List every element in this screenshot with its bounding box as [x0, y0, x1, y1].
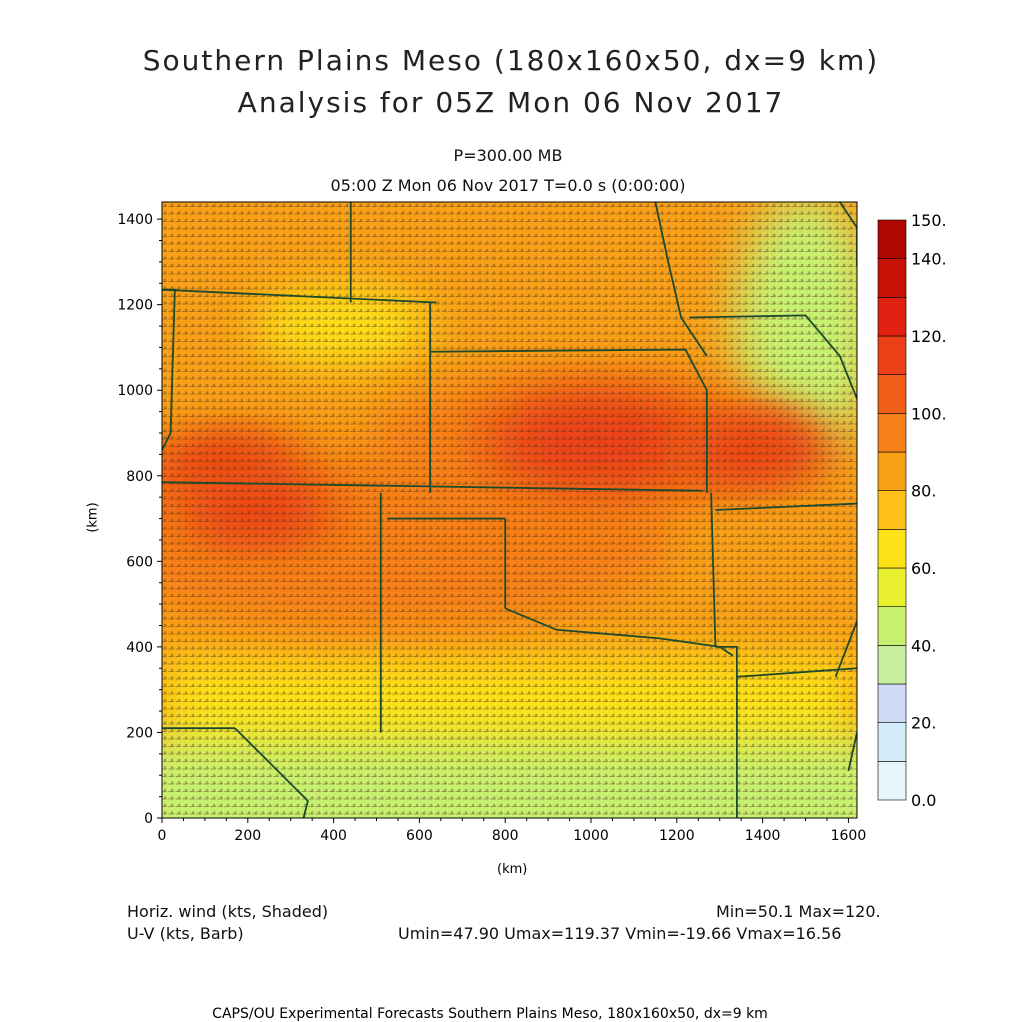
colorbar-label-140: 140. [911, 250, 947, 269]
component-stats-label: Umin=47.90 Umax=119.37 Vmin=-19.66 Vmax=… [398, 924, 842, 943]
colorbar-swatch-130 [877, 258, 907, 298]
y-tick-label-0: 0 [144, 811, 153, 827]
colorbar-swatch-100 [877, 374, 907, 414]
y-tick-label-600: 600 [126, 554, 153, 570]
state-boundary-14 [654, 202, 708, 357]
state-boundary-17 [234, 727, 309, 818]
barb-field-label: U-V (kts, Barb) [127, 924, 244, 943]
colorbar-swatch-90 [877, 413, 907, 453]
shaded-field-label: Horiz. wind (kts, Shaded) [127, 902, 329, 921]
x-tick-label-0: 0 [158, 828, 167, 844]
state-boundary-19 [839, 202, 857, 267]
colorbar-swatch-50 [877, 567, 907, 607]
colorbar-label-60: 60. [911, 559, 936, 578]
min-max-label: Min=50.1 Max=120. [716, 902, 881, 921]
state-boundary-12 [715, 502, 857, 511]
y-tick-label-1000: 1000 [117, 383, 153, 399]
chart-title-line1: Southern Plains Meso (180x160x50, dx=9 k… [142, 44, 880, 77]
plot-frame [161, 201, 858, 819]
state-boundary-7 [504, 607, 734, 657]
colorbar-swatch-140 [877, 219, 907, 259]
pressure-level-label: P=300.00 MB [453, 146, 563, 165]
y-tick-label-400: 400 [126, 640, 153, 656]
x-tick-label-200: 200 [234, 828, 261, 844]
x-tick-label-400: 400 [320, 828, 347, 844]
state-boundary-18 [162, 288, 176, 451]
colorbar-label-120: 120. [911, 327, 947, 346]
colorbar-swatch-30 [877, 645, 907, 685]
x-tick-label-1400: 1400 [745, 828, 781, 844]
colorbar-swatch-20 [877, 683, 907, 723]
colorbar-label-80: 80. [911, 482, 936, 501]
colorbar-swatch-70 [877, 490, 907, 530]
state-boundary-15 [689, 314, 857, 400]
colorbar-label-20: 20. [911, 714, 936, 733]
colorbar-label-150: 150. [911, 211, 947, 230]
state-boundary-9 [710, 492, 717, 647]
state-boundary-0 [162, 288, 437, 304]
state-boundary-20 [834, 620, 857, 678]
state-boundary-13 [430, 348, 708, 391]
y-tick-label-800: 800 [126, 469, 153, 485]
colorbar-swatch-0 [877, 761, 907, 801]
y-tick-label-1400: 1400 [117, 212, 153, 228]
state-boundary-3 [162, 481, 703, 492]
x-axis-label: (km) [497, 862, 528, 877]
colorbar-label-0: 0.0 [911, 791, 936, 810]
x-tick-label-1600: 1600 [831, 828, 867, 844]
chart-title-line2: Analysis for 05Z Mon 06 Nov 2017 [237, 86, 785, 119]
state-boundary-11 [736, 667, 857, 678]
colorbar-swatch-80 [877, 451, 907, 491]
x-tick-label-800: 800 [492, 828, 519, 844]
x-tick-label-600: 600 [406, 828, 433, 844]
colorbar-swatch-60 [877, 529, 907, 569]
shaded-field [162, 202, 857, 818]
colorbar-swatch-120 [877, 297, 907, 337]
y-tick-label-200: 200 [126, 725, 153, 741]
wind-barbs [162, 202, 857, 818]
colorbar-label-100: 100. [911, 404, 947, 423]
colorbar-swatch-10 [877, 722, 907, 762]
y-tick-label-1200: 1200 [117, 298, 153, 314]
x-tick-label-1200: 1200 [659, 828, 695, 844]
valid-time-label: 05:00 Z Mon 06 Nov 2017 T=0.0 s (0:00:00… [330, 176, 686, 195]
colorbar-swatch-110 [877, 335, 907, 375]
state-boundary-21 [847, 732, 857, 772]
colorbar-swatch-40 [877, 606, 907, 646]
footer-credit: CAPS/OU Experimental Forecasts Southern … [212, 1006, 768, 1022]
x-tick-label-1000: 1000 [573, 828, 609, 844]
y-axis-label: (km) [85, 502, 101, 533]
state-boundary-10 [715, 645, 738, 818]
colorbar-label-40: 40. [911, 636, 936, 655]
